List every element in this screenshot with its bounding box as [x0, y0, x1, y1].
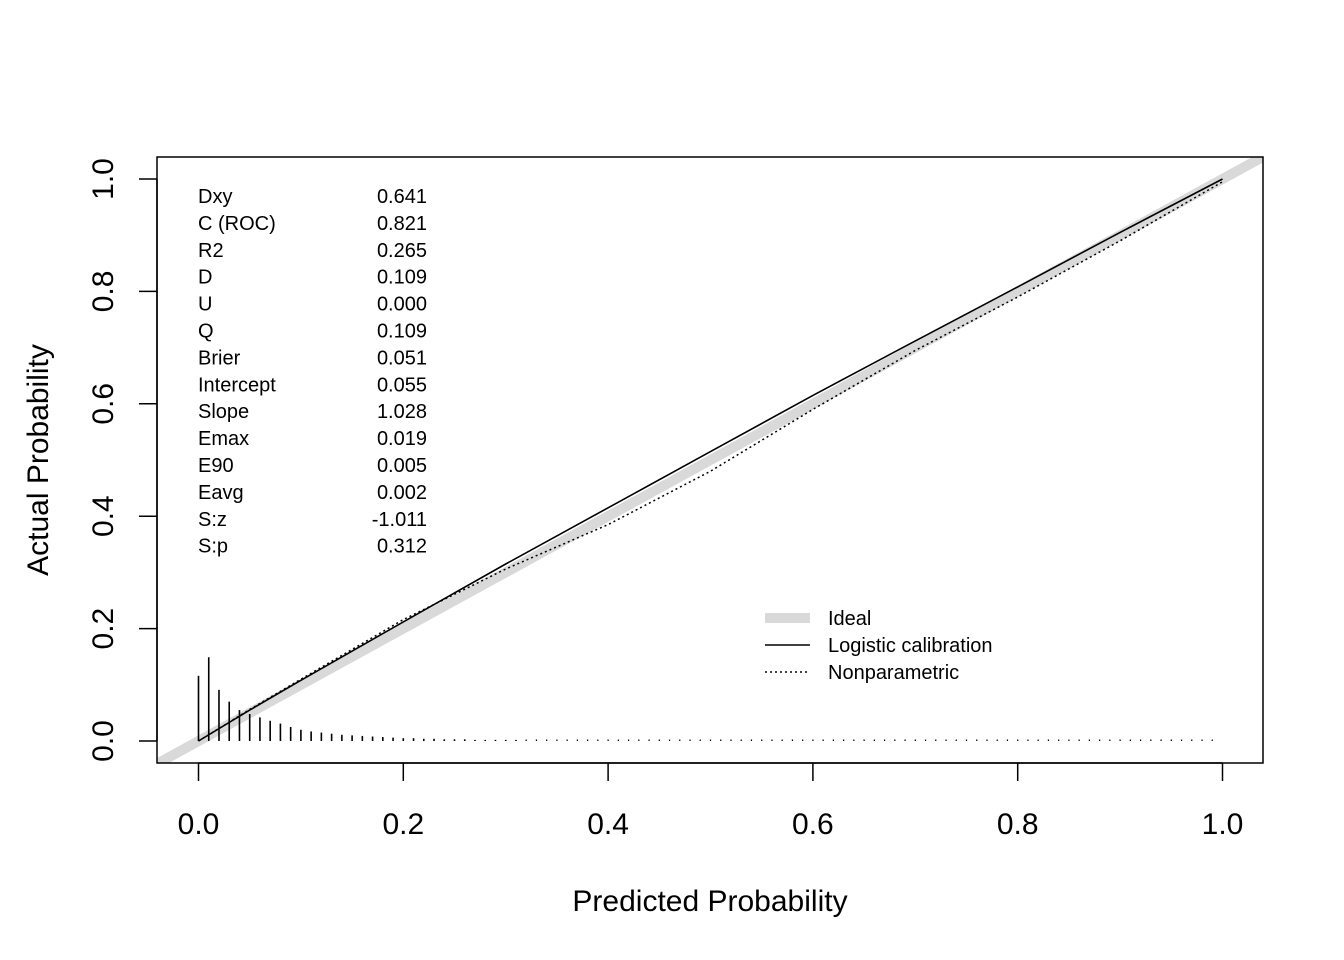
legend-label: Logistic calibration — [828, 635, 993, 657]
x-tick-label: 0.6 — [792, 808, 834, 841]
ideal-line — [157, 157, 1263, 763]
stat-label: S:p — [198, 536, 228, 558]
nonparametric-line — [198, 181, 1223, 742]
stat-value: 0.051 — [377, 347, 427, 369]
y-tick-label: 0.6 — [87, 383, 120, 425]
stat-value: 0.109 — [377, 321, 427, 343]
stat-label: E90 — [198, 455, 234, 477]
y-tick-label: 0.0 — [87, 720, 120, 762]
stat-value: 0.002 — [377, 482, 427, 504]
stat-label: Intercept — [198, 374, 276, 396]
stat-value: 0.019 — [377, 428, 427, 450]
stat-label: D — [198, 267, 212, 289]
logistic-calibration-line — [198, 178, 1223, 742]
stat-value: 0.005 — [377, 455, 427, 477]
y-tick-label: 0.2 — [87, 608, 120, 650]
stat-value: 0.000 — [377, 294, 427, 316]
legend: Ideal Logistic calibration Nonparametric — [765, 608, 993, 684]
stats-table: Dxy 0.641 C (ROC) 0.821 R2 0.265 D 0.109 U 0.000 Q… — [198, 186, 427, 558]
y-axis-title: Actual Probability — [22, 344, 55, 576]
stat-label: C (ROC) — [198, 213, 276, 235]
stat-value: 0.265 — [377, 240, 427, 262]
y-tick-label: 1.0 — [87, 158, 120, 200]
stat-value: 0.055 — [377, 374, 427, 396]
legend-label: Ideal — [828, 608, 871, 630]
ideal-line-layer — [157, 157, 1263, 763]
stat-label: U — [198, 294, 212, 316]
stat-label: Brier — [198, 347, 241, 369]
stat-label: S:z — [198, 509, 227, 531]
calibration-curves — [198, 178, 1223, 742]
stat-label: R2 — [198, 240, 224, 262]
x-tick-label: 0.0 — [178, 808, 220, 841]
stat-value: -1.011 — [372, 509, 427, 531]
y-tick-label: 0.4 — [87, 495, 120, 537]
stat-value: 0.109 — [377, 267, 427, 289]
x-tick-label: 0.4 — [587, 808, 629, 841]
legend-label: Nonparametric — [828, 662, 959, 684]
stat-value: 0.641 — [377, 186, 427, 208]
x-tick-label: 0.8 — [997, 808, 1039, 841]
stat-value: 0.821 — [377, 213, 427, 235]
stat-label: Dxy — [198, 186, 232, 208]
stat-label: Emax — [198, 428, 249, 450]
stat-value: 1.028 — [377, 401, 427, 423]
x-tick-label: 0.2 — [382, 808, 424, 841]
x-axis: 0.0 0.2 0.4 0.6 0.8 1.0 — [178, 762, 1244, 841]
y-tick-label: 0.8 — [87, 271, 120, 313]
stat-label: Slope — [198, 401, 249, 423]
stat-value: 0.312 — [377, 536, 427, 558]
spike-histogram — [197, 657, 1213, 741]
stat-label: Q — [198, 321, 214, 343]
stat-label: Eavg — [198, 482, 244, 504]
y-axis: 0.0 0.2 0.4 0.6 0.8 1.0 — [87, 158, 158, 762]
x-axis-title: Predicted Probability — [572, 885, 847, 918]
x-tick-label: 1.0 — [1202, 808, 1244, 841]
